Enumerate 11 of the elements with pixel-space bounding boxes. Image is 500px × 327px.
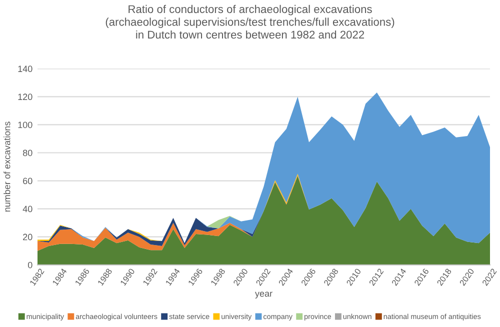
y-tick-label: 40 — [22, 206, 32, 212]
y-tick-label: 100 — [18, 122, 32, 128]
y-tick-label: 60 — [23, 178, 32, 184]
y-tick-label: 0 — [28, 262, 32, 268]
x-axis-title: year — [254, 292, 272, 298]
chart-title: Ratio of conductors of archaeological excavations (archaeological supervisions/test trenches/full excavations) in Dutch town centres between 1982 and 2022 — [106, 4, 394, 39]
y-axis-title: number of excavations — [4, 122, 10, 212]
y-tick-label: 80 — [22, 150, 32, 156]
y-tick-label: 20 — [23, 234, 32, 240]
y-tick-label: 140 — [18, 66, 32, 72]
y-tick-label: 120 — [18, 94, 32, 100]
